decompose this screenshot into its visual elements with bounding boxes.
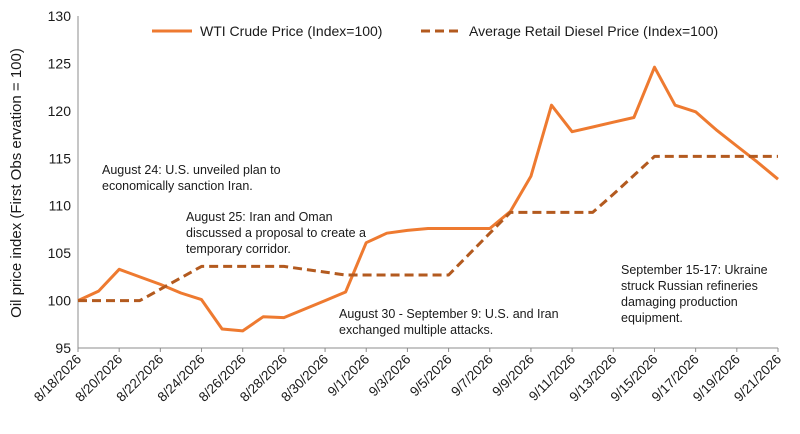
annotation-line: exchanged multiple attacks. — [339, 323, 493, 337]
y-tick-labels: 95 100 105 110 115 120 125 130 — [48, 8, 72, 356]
series-layer — [77, 65, 779, 333]
annotation-september-15: September 15-17: Ukraine struck Russian … — [621, 263, 771, 325]
x-tick-labels: 8/18/20268/20/20268/22/20268/24/20268/26… — [31, 348, 784, 405]
annotation-line: equipment. — [621, 311, 683, 325]
annotation-line: August 30 - September 9: U.S. and Iran — [339, 307, 559, 321]
legend: WTI Crude Price (Index=100) Average Reta… — [152, 23, 718, 39]
x-tick-label: 9/7/2026 — [448, 352, 496, 400]
annotation-august-30: August 30 - September 9: U.S. and Iran e… — [339, 307, 562, 337]
annotation-line: economically sanction Iran. — [102, 179, 253, 193]
y-tick-label: 95 — [55, 340, 71, 356]
annotation-line: September 15-17: Ukraine — [621, 263, 768, 277]
y-tick-label: 110 — [49, 198, 72, 214]
y-axis-title: Oil price index (First Obs ervation = 10… — [8, 48, 25, 318]
annotation-august-24: August 24: U.S. unveiled plan to economi… — [102, 163, 284, 193]
annotation-line: August 24: U.S. unveiled plan to — [102, 163, 281, 177]
annotation-august-25: August 25: Iran and Oman discussed a pro… — [186, 210, 369, 256]
annotation-line: August 25: Iran and Oman — [186, 210, 333, 224]
series-line-wti — [77, 65, 779, 333]
x-tick-label: 9/1/2026 — [325, 352, 373, 400]
y-tick-label: 115 — [49, 150, 72, 166]
legend-label-diesel: Average Retail Diesel Price (Index=100) — [469, 23, 718, 39]
y-tick-label: 105 — [48, 245, 72, 261]
y-tick-label: 100 — [48, 293, 72, 309]
x-tick-label: 9/5/2026 — [407, 352, 455, 400]
annotation-line: discussed a proposal to create a — [186, 226, 366, 240]
annotation-line: damaging production — [621, 295, 738, 309]
y-tick-label: 130 — [48, 8, 72, 24]
y-tick-label: 125 — [48, 55, 72, 71]
x-tick-label: 9/3/2026 — [366, 352, 414, 400]
legend-label-wti: WTI Crude Price (Index=100) — [200, 23, 382, 39]
annotation-line: struck Russian refineries — [621, 279, 758, 293]
y-tick-label: 120 — [48, 103, 72, 119]
annotation-line: temporary corridor. — [186, 242, 291, 256]
